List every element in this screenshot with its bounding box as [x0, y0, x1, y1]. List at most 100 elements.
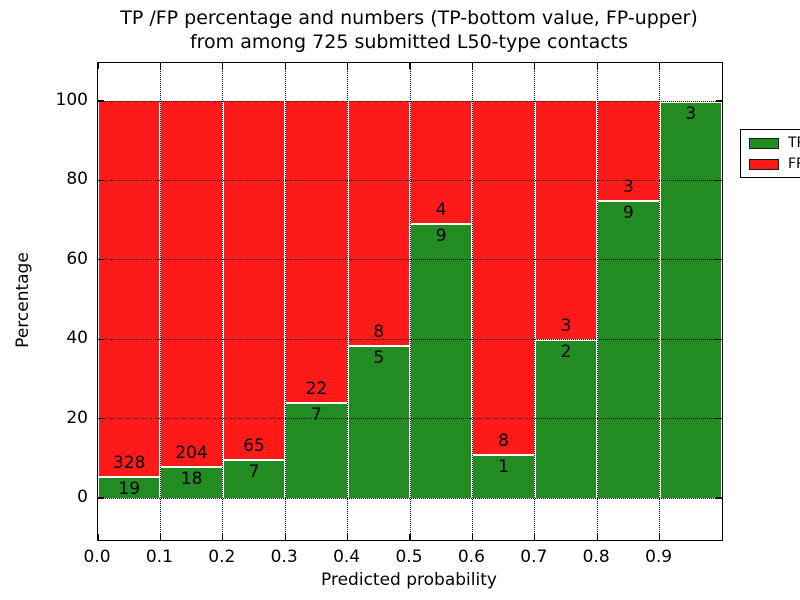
x-tick-label: 0.8	[582, 547, 610, 567]
legend-entry-tp: TP	[749, 136, 800, 150]
axis-tick	[534, 63, 536, 69]
fp-bar-segment	[160, 101, 223, 466]
fp-legend-swatch-icon	[749, 158, 779, 170]
tp-count-label: 9	[622, 203, 634, 224]
axis-tick	[222, 534, 224, 540]
axis-tick	[596, 63, 598, 69]
axis-tick	[159, 63, 161, 69]
fp-bar-segment	[222, 101, 286, 460]
axis-tick	[534, 534, 536, 540]
axis-tick	[716, 100, 722, 102]
tp-bar-segment	[347, 345, 410, 498]
fp-legend-label: FP	[788, 156, 800, 172]
x-tick-label: 0.2	[208, 547, 236, 567]
axis-tick	[222, 63, 224, 69]
axis-tick	[347, 534, 349, 540]
x-tick-label: 0.0	[83, 547, 111, 567]
fp-bar-segment	[534, 101, 598, 340]
x-tick-label: 0.5	[395, 547, 423, 567]
fp-count-label: 8	[498, 430, 509, 451]
axis-tick	[159, 534, 161, 540]
y-tick-label: 60	[66, 248, 88, 269]
x-tick-label: 0.6	[457, 547, 485, 567]
legend-entry-fp: FP	[749, 157, 800, 171]
tp-count-label: 5	[373, 348, 385, 369]
x-tick-label: 0.9	[645, 547, 673, 567]
fp-bar-segment	[597, 101, 660, 201]
tp-bar-segment	[472, 453, 535, 498]
fp-count-label: 4	[435, 200, 447, 221]
axis-tick	[716, 497, 722, 499]
fp-count-label: 328	[112, 453, 146, 474]
gridline-vertical	[471, 63, 473, 540]
axis-tick	[347, 63, 349, 69]
tp-bar-segment	[410, 223, 473, 498]
axis-tick	[97, 534, 99, 540]
axis-tick	[471, 63, 473, 69]
axis-tick	[596, 534, 598, 540]
axis-tick	[98, 497, 104, 499]
fp-count-label: 204	[175, 442, 208, 463]
tp-count-label: 3	[685, 104, 697, 124]
page-title: TP /FP percentage and numbers (TP-bottom…	[97, 6, 721, 54]
fp-bar-segment	[472, 101, 535, 454]
tp-count-label: 7	[310, 405, 322, 426]
gridline-vertical	[159, 63, 161, 540]
gridline-vertical	[659, 63, 661, 540]
fp-count-label: 3	[622, 177, 634, 198]
tp-count-label: 1	[498, 456, 509, 477]
x-tick-label: 0.1	[145, 547, 173, 567]
tp-count-label: 19	[118, 479, 141, 500]
x-axis-label: Predicted probability	[321, 570, 497, 590]
y-tick-label: 0	[77, 487, 88, 507]
fp-bar-segment	[410, 101, 473, 224]
chart-title-line2: from among 725 submitted L50-type contac…	[189, 31, 629, 53]
tp-bar-segment	[597, 200, 660, 498]
gridline-vertical	[284, 63, 286, 540]
axis-tick	[471, 534, 473, 540]
y-tick-label: 80	[66, 169, 88, 190]
tp-bar-segment	[222, 459, 286, 498]
fp-count-label: 8	[373, 322, 385, 343]
fp-count-label: 65	[243, 436, 265, 457]
tp-bar-segment	[98, 476, 161, 498]
axis-tick	[659, 534, 661, 540]
gridline-vertical	[222, 63, 224, 540]
tp-bar-segment	[160, 465, 223, 498]
axis-tick	[716, 179, 722, 181]
axis-tick	[659, 63, 661, 69]
x-tick-label: 0.4	[333, 547, 361, 567]
axis-tick	[716, 259, 722, 261]
axis-tick	[97, 63, 99, 69]
axis-tick	[98, 338, 104, 340]
axis-tick	[98, 100, 104, 102]
axis-tick	[284, 534, 286, 540]
tp-count-label: 2	[560, 342, 572, 363]
gridline-vertical	[596, 63, 598, 540]
axis-tick	[716, 338, 722, 340]
y-axis-label: Percentage	[13, 252, 33, 348]
tp-legend-label: TP	[788, 135, 800, 151]
axis-tick	[716, 418, 722, 420]
gridline-vertical	[347, 63, 349, 540]
y-tick-label: 20	[66, 407, 88, 428]
axis-tick	[98, 259, 104, 261]
tp-bar-segment	[659, 101, 722, 498]
x-tick-label: 0.3	[270, 547, 298, 567]
gridline-vertical	[534, 63, 536, 540]
gridline-vertical	[409, 63, 411, 540]
tp-count-label: 18	[180, 468, 203, 489]
axis-tick	[284, 63, 286, 69]
tp-legend-swatch-icon	[749, 137, 779, 149]
fp-bar-segment	[98, 101, 161, 477]
axis-tick	[98, 179, 104, 181]
axis-tick	[409, 534, 411, 540]
fp-bar-segment	[347, 101, 410, 346]
y-tick-label: 40	[66, 328, 88, 349]
fp-count-label: 22	[305, 379, 328, 400]
tp-count-label: 7	[248, 462, 260, 483]
fp-bar-segment	[285, 101, 348, 403]
legend: TP FP	[740, 129, 800, 178]
